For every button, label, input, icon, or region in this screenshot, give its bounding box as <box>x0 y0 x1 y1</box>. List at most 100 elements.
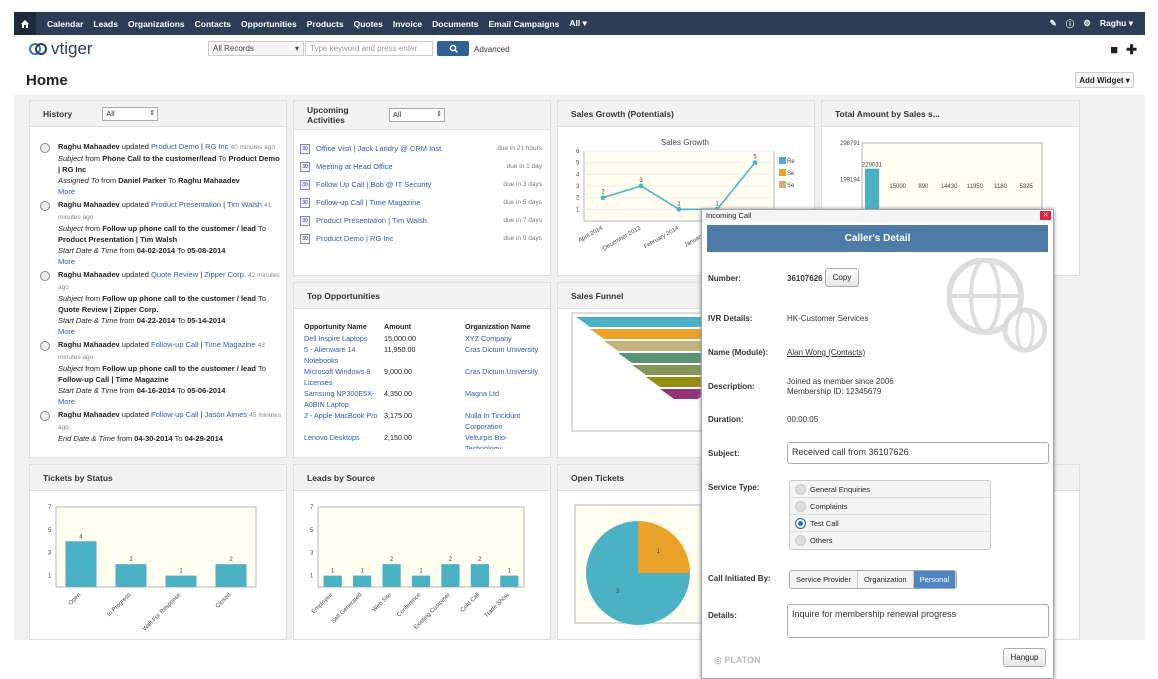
history-related-link[interactable]: Jason Aimes <box>204 410 248 419</box>
more-link[interactable]: More <box>58 397 76 406</box>
service-test-call[interactable]: Test Call <box>790 515 990 532</box>
bar-value-label: 15000 <box>889 184 906 190</box>
opportunity-link[interactable]: Lenovo Desktops <box>304 433 360 442</box>
history-field: Assigned To <box>58 176 100 185</box>
more-link[interactable]: More <box>58 327 76 336</box>
initiator-personal[interactable]: Personal <box>913 571 957 588</box>
history-old-value: 04-16-2014 <box>136 386 176 395</box>
opportunity-link[interactable]: Microsoft Windows 8 Licenses <box>304 367 371 387</box>
opportunity-link[interactable]: Dell Inspire Laptops <box>304 334 368 343</box>
history-related-link[interactable]: Zipper Corp. <box>204 270 246 279</box>
nav-opportunities[interactable]: Opportunities <box>241 18 297 29</box>
history-record-link[interactable]: Product Presentation <box>151 200 222 209</box>
organization-link[interactable]: XYZ Company <box>465 334 512 343</box>
history-change: Start Date & Time from 04-02-2014 To 05-… <box>58 245 282 256</box>
organization-link[interactable]: Nulla In Tincidunt Corporation <box>465 411 521 431</box>
legend-swatch <box>779 169 786 176</box>
nav-quotes[interactable]: Quotes <box>353 18 383 29</box>
page-title: Home <box>26 72 68 89</box>
subject-field[interactable]: Received call from 36107626 <box>787 442 1049 464</box>
activity-name[interactable]: Product Demo | RG Inc <box>316 234 394 243</box>
initiator-organization[interactable]: Organization <box>858 571 914 588</box>
legend-swatch <box>779 157 786 164</box>
search-button[interactable] <box>437 41 469 56</box>
nav-email-campaigns[interactable]: Email Campaigns <box>488 18 560 29</box>
service-others[interactable]: Others <box>790 532 990 549</box>
organization-link[interactable]: Velturpis Bio-Technology <box>465 433 508 449</box>
home-icon[interactable] <box>14 12 36 35</box>
more-link[interactable]: More <box>58 257 76 266</box>
activity-item[interactable]: 30 Follow-up Call | Time Magazine due in 5… <box>300 197 550 208</box>
table-row: 2 - Apple MacBook Pro 3,175.00 Nulla In Ti… <box>302 410 544 432</box>
more-link[interactable]: More <box>58 187 76 196</box>
details-field[interactable]: Inquire for membership renewal progress <box>787 604 1049 638</box>
activity-item[interactable]: 30 Meeting at Head Office due in 1 day <box>300 161 550 172</box>
user-menu[interactable]: Raghu ▾ <box>1099 18 1133 28</box>
organization-link[interactable]: Magna Ltd <box>465 389 499 398</box>
plus-icon[interactable]: ✚ <box>1126 42 1137 57</box>
history-to-word: To <box>257 364 266 373</box>
copy-button[interactable]: Copy <box>825 268 859 287</box>
dropdown-icon: ▾ <box>294 44 299 53</box>
history-record-link[interactable]: Product Demo <box>151 142 199 151</box>
history-related-link[interactable]: Time Magazine <box>204 340 256 349</box>
nav-invoice[interactable]: Invoice <box>392 18 423 29</box>
activity-item[interactable]: 30 Office Visit | Jack Landry @ CRM Inst.… <box>300 143 550 154</box>
opportunity-link[interactable]: 5 - Alienware 14 Notebooks <box>304 345 356 365</box>
bar-value-label: 1 <box>179 569 183 575</box>
x-tick-label: In Progress <box>106 592 132 618</box>
history-to-word: To <box>168 176 177 185</box>
history-related-link[interactable]: RG Inc <box>205 142 229 151</box>
activity-name[interactable]: Product Presentation | Tim Walsh <box>316 216 427 225</box>
organization-link[interactable]: Cras Dictum University <box>465 345 539 354</box>
activity-item[interactable]: 30 Product Demo | RG Inc due in 9 days <box>300 233 550 244</box>
nav-contacts[interactable]: Contacts <box>194 18 232 29</box>
history-change: Subject from Follow up phone call to the… <box>58 363 282 385</box>
nav-all[interactable]: All ▾ <box>569 18 587 28</box>
opportunity-link[interactable]: 2 - Apple MacBook Pro <box>304 411 378 420</box>
activity-item[interactable]: 30 Product Presentation | Tim Walsh due in… <box>300 215 550 226</box>
history-record-link[interactable]: Quote Review <box>151 270 199 279</box>
close-icon[interactable]: ✕ <box>1040 211 1051 220</box>
info-icon[interactable]: ⓘ <box>1065 18 1075 29</box>
hangup-button[interactable]: Hangup <box>1003 648 1046 667</box>
nav-documents[interactable]: Documents <box>432 18 479 29</box>
history-new-value: 05-14-2014 <box>187 316 226 325</box>
activity-name[interactable]: Meeting at Head Office <box>316 162 393 171</box>
opportunity-link[interactable]: Samsung NP300E5X-A0BIN Laptop <box>304 389 375 409</box>
service-complaints[interactable]: Complaints <box>790 498 990 515</box>
history-old-value: Daniel Parker <box>118 176 167 185</box>
video-icon[interactable]: ■ <box>1110 42 1119 57</box>
pencil-icon[interactable]: ✎ <box>1049 18 1057 28</box>
calendar-icon: 30 <box>300 215 310 226</box>
history-record-link[interactable]: Follow-up Call <box>151 410 199 419</box>
organization-link[interactable]: Cras Dictum University <box>465 367 539 376</box>
advanced-search-link[interactable]: Advanced <box>474 45 510 54</box>
ivr-label: IVR Details: <box>708 314 753 323</box>
activity-name[interactable]: Follow-up Call | Time Magazine <box>316 198 421 207</box>
history-record-link[interactable]: Follow-up Call <box>151 340 199 349</box>
nav-calendar[interactable]: Calendar <box>47 18 84 29</box>
history-user: Raghu Mahaadev <box>58 142 120 151</box>
activity-name[interactable]: Follow Up Call | Bob @ IT Security <box>316 180 432 189</box>
nav-leads[interactable]: Leads <box>93 18 118 29</box>
x-tick-label: Web Site <box>372 592 394 614</box>
search-input[interactable]: Type keyword and press enter <box>305 41 433 56</box>
history-user: Raghu Mahaadev <box>58 410 120 419</box>
contact-link[interactable]: Alan Wong (Contacts) <box>787 348 866 357</box>
nav-products[interactable]: Products <box>306 18 344 29</box>
initiator-service-provider[interactable]: Service Provider <box>790 571 859 588</box>
upcoming-filter[interactable]: All <box>389 108 445 122</box>
add-widget-button[interactable]: Add Widget ▾ <box>1075 72 1134 88</box>
history-related-link[interactable]: Tim Walsh <box>227 200 262 209</box>
gear-icon[interactable]: ⚙ <box>1083 18 1091 28</box>
service-general-enquiries[interactable]: General Enquiries <box>790 481 990 498</box>
bar <box>500 575 519 587</box>
activity-name[interactable]: Office Visit | Jack Landry @ CRM Inst. <box>316 144 444 153</box>
activity-item[interactable]: 30 Follow Up Call | Bob @ IT Security due … <box>300 179 550 190</box>
history-filter[interactable]: All <box>102 106 159 121</box>
legend-label: Se <box>787 183 795 189</box>
nav-organizations[interactable]: Organizations <box>127 18 185 29</box>
records-select[interactable]: All Records ▾ <box>208 41 304 56</box>
vtiger-logo[interactable]: vtiger <box>28 39 93 59</box>
